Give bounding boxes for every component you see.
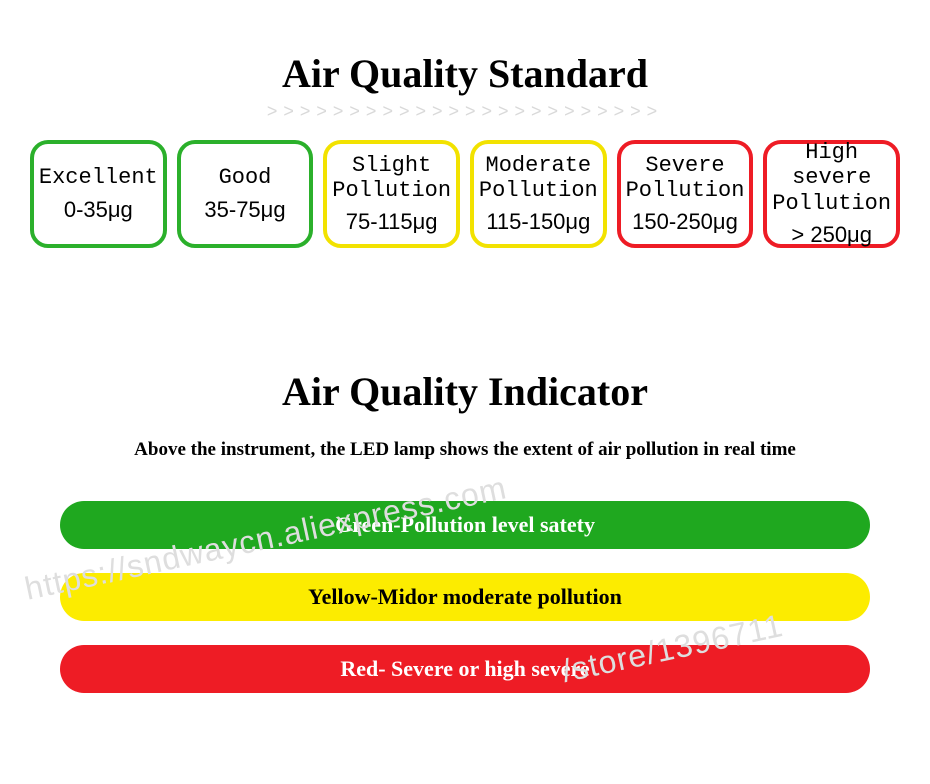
card-label: Severe Pollution xyxy=(626,153,745,204)
indicator-bars: Green-Pollution level satety Yellow-Mido… xyxy=(0,501,930,693)
card-label: High severe Pollution xyxy=(769,140,894,216)
bar-yellow: Yellow-Midor moderate pollution xyxy=(60,573,870,621)
card-range: 150-250μg xyxy=(632,209,738,235)
chevron-divider: >>>>>>>>>>>>>>>>>>>>>>>> xyxy=(0,101,930,122)
card-range: 115-150μg xyxy=(486,209,590,235)
bar-text: Green-Pollution level satety xyxy=(335,512,595,538)
indicator-subtitle: Above the instrument, the LED lamp shows… xyxy=(0,439,930,461)
card-label: Excellent xyxy=(39,165,158,190)
air-quality-standard-section: Air Quality Standard >>>>>>>>>>>>>>>>>>>… xyxy=(0,0,930,248)
card-range: 0-35μg xyxy=(64,197,133,223)
card-range: > 250μg xyxy=(791,222,872,248)
card-range: 75-115μg xyxy=(346,209,438,235)
bar-text: Yellow-Midor moderate pollution xyxy=(308,584,622,610)
card-range: 35-75μg xyxy=(204,197,285,223)
standard-cards-row: Excellent 0-35μg Good 35-75μg Slight Pol… xyxy=(0,140,930,248)
card-slight: Slight Pollution 75-115μg xyxy=(323,140,460,248)
card-label: Good xyxy=(219,165,272,190)
card-label: Moderate Pollution xyxy=(479,153,598,204)
card-severe: Severe Pollution 150-250μg xyxy=(617,140,754,248)
bar-text: Red- Severe or high severe xyxy=(340,656,589,682)
bar-green: Green-Pollution level satety xyxy=(60,501,870,549)
card-good: Good 35-75μg xyxy=(177,140,314,248)
card-moderate: Moderate Pollution 115-150μg xyxy=(470,140,607,248)
standard-title: Air Quality Standard xyxy=(0,50,930,97)
bar-red: Red- Severe or high severe xyxy=(60,645,870,693)
card-high-severe: High severe Pollution > 250μg xyxy=(763,140,900,248)
air-quality-indicator-section: Air Quality Indicator Above the instrume… xyxy=(0,368,930,693)
card-label: Slight Pollution xyxy=(332,153,451,204)
card-excellent: Excellent 0-35μg xyxy=(30,140,167,248)
indicator-title: Air Quality Indicator xyxy=(0,368,930,415)
